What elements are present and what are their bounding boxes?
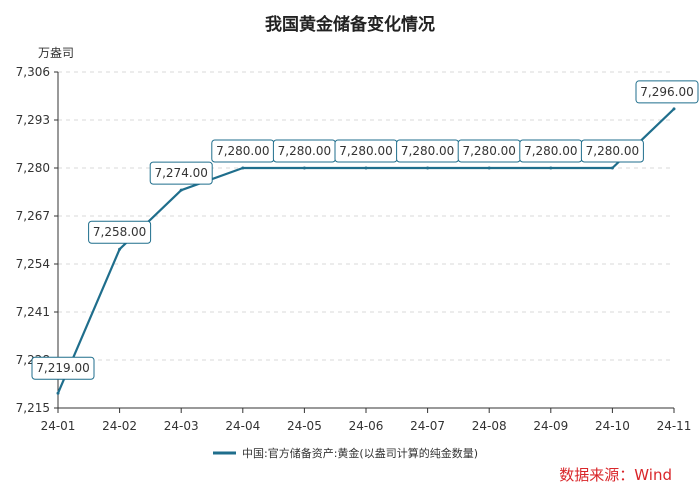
y-tick-label: 7,267 (16, 209, 50, 223)
x-tick-label: 24-03 (164, 419, 199, 433)
x-tick-label: 24-07 (410, 419, 445, 433)
data-label: 7,280.00 (272, 139, 336, 163)
data-label: 7,280.00 (519, 139, 583, 163)
y-tick-label: 7,215 (16, 401, 50, 415)
data-label-box (88, 220, 152, 244)
data-label-box (580, 139, 644, 163)
data-point (118, 247, 122, 251)
legend: 中国:官方储备资产:黄金(以盎司计算的纯金数量) (213, 446, 478, 460)
data-label: 7,296.00 (635, 80, 699, 104)
data-label-text: 7,280.00 (339, 144, 392, 158)
data-point (426, 166, 430, 170)
y-tick-label: 7,306 (16, 65, 50, 79)
data-label-box (149, 161, 213, 185)
data-label: 7,274.00 (149, 161, 213, 185)
data-label: 7,280.00 (457, 139, 521, 163)
x-tick-label: 24-05 (287, 419, 322, 433)
x-tick-label: 24-04 (225, 419, 260, 433)
data-label-text: 7,280.00 (401, 144, 454, 158)
data-point (56, 391, 60, 395)
gridlines (58, 71, 674, 361)
data-label-text: 7,280.00 (462, 144, 515, 158)
data-label-text: 7,296.00 (640, 85, 693, 99)
data-label: 7,280.00 (211, 139, 275, 163)
data-point (179, 188, 183, 192)
x-tick-label: 24-10 (595, 419, 630, 433)
data-labels: 7,219.00 7,258.00 7,274.00 7,280.00 7,280.00… (31, 80, 699, 380)
source-note: 数据来源：Wind (559, 466, 672, 484)
legend-label: 中国:官方储备资产:黄金(以盎司计算的纯金数量) (242, 446, 478, 460)
data-label: 7,280.00 (580, 139, 644, 163)
x-tick-label: 24-08 (472, 419, 507, 433)
x-tick-label: 24-01 (41, 419, 76, 433)
data-point (549, 166, 553, 170)
data-point (241, 166, 245, 170)
data-label-box (635, 80, 699, 104)
data-label-text: 7,274.00 (154, 166, 207, 180)
data-label-text: 7,280.00 (216, 144, 269, 158)
x-tick-labels: 24-01 24-02 24-03 24-04 24-05 24-06 24-07 24-08… (41, 408, 692, 433)
x-tick-label: 24-06 (349, 419, 384, 433)
x-tick-label: 24-02 (102, 419, 137, 433)
y-tick-label: 7,254 (16, 257, 50, 271)
data-label-text: 7,219.00 (36, 361, 89, 375)
y-tick-label: 7,293 (16, 113, 50, 127)
data-label-text: 7,258.00 (93, 225, 146, 239)
data-point (364, 166, 368, 170)
chart-title: 我国黄金储备变化情况 (265, 15, 435, 35)
data-label-text: 7,280.00 (278, 144, 331, 158)
data-label: 7,258.00 (88, 220, 152, 244)
x-tick-label: 24-11 (657, 419, 692, 433)
data-label: 7,280.00 (396, 139, 460, 163)
data-point (302, 166, 306, 170)
y-tick-label: 7,280 (16, 161, 50, 175)
data-point (487, 166, 491, 170)
y-tick-label: 7,241 (16, 305, 50, 319)
y-axis-unit-label: 万盎司 (38, 46, 74, 60)
data-label-box (31, 356, 95, 380)
data-label-text: 7,280.00 (524, 144, 577, 158)
data-label: 7,280.00 (334, 139, 398, 163)
data-label-text: 7,280.00 (586, 144, 639, 158)
data-label: 7,219.00 (31, 356, 95, 380)
data-point (672, 107, 676, 111)
series-line-group (56, 107, 676, 395)
data-point (610, 166, 614, 170)
x-tick-label: 24-09 (533, 419, 568, 433)
